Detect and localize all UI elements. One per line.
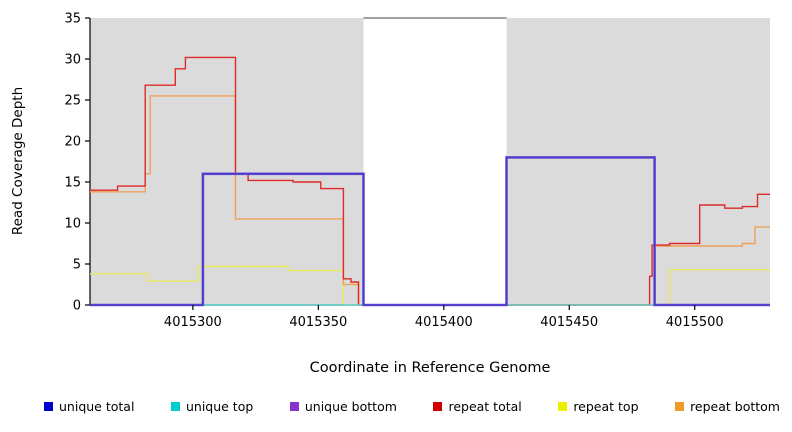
y-tick-label: 35 xyxy=(64,12,81,27)
y-tick-label: 30 xyxy=(64,53,81,68)
legend-label: repeat total xyxy=(448,399,522,414)
legend-label: repeat top xyxy=(573,399,639,414)
y-axis-label: Read Coverage Depth xyxy=(10,87,26,235)
x-tick-label: 4015450 xyxy=(540,315,598,330)
legend-item-unique-bottom: unique bottom xyxy=(289,399,397,414)
series-repeat-total xyxy=(90,56,770,306)
x-tick-label: 4015400 xyxy=(415,315,473,330)
legend-swatch-icon xyxy=(170,402,180,411)
legend-label: unique bottom xyxy=(304,399,397,414)
legend-swatch-icon xyxy=(44,402,53,411)
legend-label: repeat bottom xyxy=(690,399,780,414)
x-axis-label: Coordinate in Reference Genome xyxy=(310,360,551,376)
y-tick-label: 0 xyxy=(73,299,81,314)
shaded-region xyxy=(90,18,364,305)
series-unique-total xyxy=(90,156,770,306)
shaded-region xyxy=(506,18,770,305)
y-tick-label: 25 xyxy=(64,94,81,109)
legend-item-repeat-bottom: repeat bottom xyxy=(675,399,780,414)
legend-item-unique-total: unique total xyxy=(44,399,134,414)
y-tick-label: 15 xyxy=(64,176,81,191)
legend-swatch-icon xyxy=(433,402,443,411)
legend-item-repeat-total: repeat total xyxy=(433,399,522,414)
legend-swatch-icon xyxy=(675,402,685,411)
legend-swatch-icon xyxy=(558,402,568,411)
y-tick-label: 5 xyxy=(73,258,81,273)
plot-layers: 4015300 4015350 4015400 4015450 4015500 0 5 10 1… xyxy=(64,12,770,330)
legend-label: unique total xyxy=(59,399,135,414)
y-tick-label: 20 xyxy=(64,135,81,150)
series-repeat-top xyxy=(90,265,770,306)
legend-label: unique top xyxy=(185,399,254,414)
x-tick-label: 4015500 xyxy=(666,315,724,330)
series-repeat-bottom xyxy=(90,95,770,306)
chart-legend: unique total unique top unique bottom repea… xyxy=(44,399,780,414)
x-tick-label: 4015300 xyxy=(164,315,222,330)
legend-swatch-icon xyxy=(289,402,299,411)
y-tick-label: 10 xyxy=(64,217,81,232)
legend-item-unique-top: unique top xyxy=(170,399,254,414)
x-tick-label: 4015350 xyxy=(289,315,347,330)
legend-item-repeat-top: repeat top xyxy=(558,399,639,414)
